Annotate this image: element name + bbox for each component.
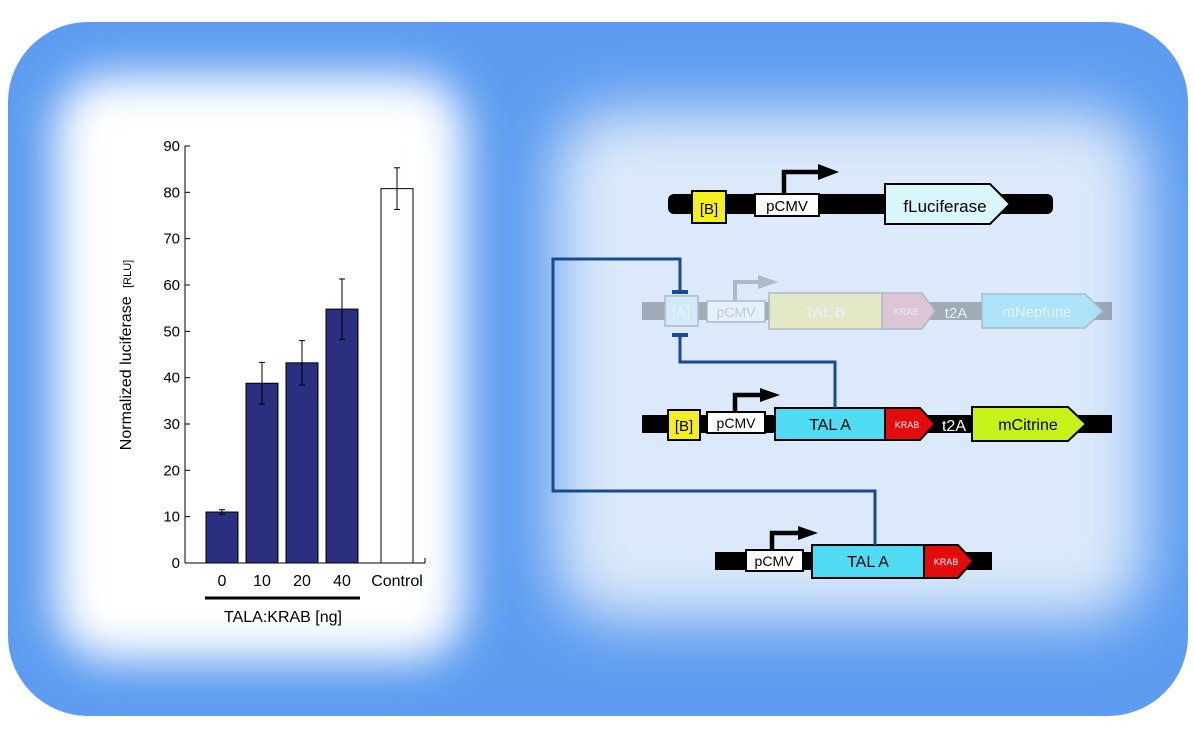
bar-20 xyxy=(285,362,319,564)
talb-promoter xyxy=(706,300,766,323)
talb-tal xyxy=(768,292,883,330)
tala-krab xyxy=(884,407,937,441)
y-tick-label-80: 80 xyxy=(163,184,180,201)
talb-promoter-arrow xyxy=(733,280,760,301)
tala-tal xyxy=(774,407,886,441)
bars xyxy=(205,167,414,564)
y-tick-label-20: 20 xyxy=(163,462,180,479)
gene-circuit-diagram: [B] pCMV fLuciferase [A] pCMV TAL B KRAB… xyxy=(551,164,1112,579)
talb-construct: [A] pCMV TAL B KRAB t2A mNeptune xyxy=(642,275,1112,330)
tala-reporter-mcitrine xyxy=(971,406,1088,442)
y-tick-label-30: 30 xyxy=(163,416,180,433)
y-tick-label-60: 60 xyxy=(163,277,180,294)
reporter-binding-site xyxy=(691,190,727,224)
tala-krab-label: KRAB xyxy=(895,420,920,430)
bar-control xyxy=(380,188,414,564)
tala-promoter-arrow xyxy=(732,392,762,412)
talb-binding-site xyxy=(664,295,699,327)
bar-chart: 0 10 20 30 40 50 60 70 80 90 0 10 20 40 Control TALA:… xyxy=(118,138,426,626)
y-axis-label-main: Normalized luciferase xyxy=(118,296,135,450)
input-tal-label: TAL A xyxy=(847,554,889,571)
y-tick-label-50: 50 xyxy=(163,323,180,340)
x-tick-labels: 0 10 20 40 Control xyxy=(218,573,423,590)
talb-reporter-label: mNeptune xyxy=(1002,304,1071,321)
talb-tal-label: TAL B xyxy=(805,304,845,321)
bar-40 xyxy=(325,308,359,564)
tala-promoter-label: pCMV xyxy=(717,415,757,431)
x-tick-label-20: 20 xyxy=(293,573,311,590)
reporter-promoter-arrowhead xyxy=(818,164,839,180)
input-to-talb-repression-line xyxy=(551,257,877,545)
input-krab xyxy=(923,544,975,579)
tala-linker-label: t2A xyxy=(942,418,966,435)
input-promoter-arrowhead xyxy=(798,526,818,540)
talb-promoter-label: pCMV xyxy=(717,304,757,320)
input-construct: pCMV TAL A KRAB xyxy=(715,526,992,579)
y-axis-label-unit: [RLU] xyxy=(122,260,134,288)
talb-binding-site-label: [A] xyxy=(672,304,690,321)
talb-backbone xyxy=(642,302,1112,320)
talb-linker-label: t2A xyxy=(945,305,968,322)
reporter-construct: [B] pCMV fLuciferase xyxy=(668,164,1053,225)
y-tick-label-90: 90 xyxy=(163,138,180,155)
reporter-gene-label: fLuciferase xyxy=(903,197,986,216)
x-tick-label-0: 0 xyxy=(218,573,227,590)
reporter-promoter xyxy=(754,193,820,217)
tala-promoter-arrowhead xyxy=(760,388,780,402)
input-krab-label: KRAB xyxy=(934,557,959,567)
talb-promoter-arrowhead xyxy=(758,275,778,289)
bar-0 xyxy=(205,511,239,564)
talb-reporter-mneptune xyxy=(981,293,1105,329)
y-axis-ticks: 0 10 20 30 40 50 60 70 80 90 xyxy=(163,138,190,572)
reporter-promoter-arrow xyxy=(781,169,820,195)
tala-binding-site-label: [B] xyxy=(675,418,693,435)
input-tal xyxy=(811,544,925,579)
tala-reporter-label: mCitrine xyxy=(998,417,1058,434)
reporter-promoter-label: pCMV xyxy=(766,198,808,215)
y-axis-label: Normalized luciferase [RLU] xyxy=(118,260,135,450)
input-promoter-arrow xyxy=(769,530,800,550)
reporter-binding-site-label: [B] xyxy=(700,201,718,218)
tala-construct: [B] pCMV TAL A KRAB t2A mCitrine xyxy=(642,388,1112,442)
talb-krab-label: KRAB xyxy=(894,307,919,317)
tala-binding-site xyxy=(667,409,701,441)
tala-tal-label: TAL A xyxy=(809,417,851,434)
input-promoter-label: pCMV xyxy=(755,553,795,569)
bar-10 xyxy=(245,382,279,564)
reporter-gene-fluciferase xyxy=(884,183,1012,225)
repression-lines xyxy=(551,257,877,545)
y-tick-label-40: 40 xyxy=(163,370,180,387)
y-tick-label-10: 10 xyxy=(163,509,180,526)
x-tick-label-control: Control xyxy=(371,573,423,590)
x-tick-label-10: 10 xyxy=(253,573,271,590)
input-promoter xyxy=(745,549,804,572)
y-tick-label-0: 0 xyxy=(172,555,180,572)
group-label: TALA:KRAB [ng] xyxy=(224,609,342,626)
talb-krab xyxy=(881,292,936,330)
tala-to-talb-repression-line xyxy=(678,335,837,408)
x-tick-label-40: 40 xyxy=(333,573,351,590)
y-tick-label-70: 70 xyxy=(163,231,180,248)
